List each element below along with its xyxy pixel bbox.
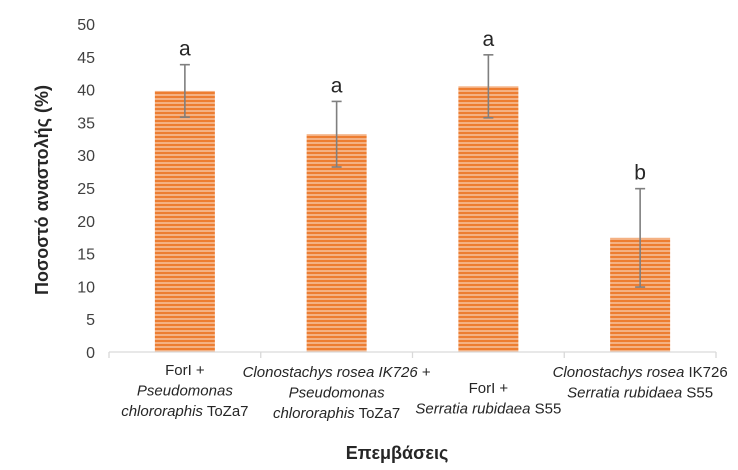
y-tick-label: 5	[86, 312, 95, 329]
y-axis-title: Ποσοστό αναστολής (%)	[32, 85, 52, 295]
bars	[154, 86, 671, 353]
category-label: ForI + Serratia rubidaea S55	[415, 380, 561, 418]
error-bars	[179, 54, 646, 288]
y-tick-label: 50	[77, 17, 95, 34]
significance-label: a	[179, 38, 191, 61]
x-axis-title: Επεμβάσεις	[346, 443, 449, 463]
y-tick-label: 15	[77, 247, 95, 264]
category-label: Clonostachys rosea IK726 + Pseudomonas chl…	[243, 364, 431, 422]
y-tick-label: 40	[77, 83, 95, 100]
y-tick-label: 25	[77, 181, 95, 198]
y-tick-label: 20	[77, 214, 95, 231]
bar	[458, 86, 519, 352]
category-label: Clonostachys rosea IK726 Serratia rubidae…	[553, 364, 728, 402]
category-label: ForI + Pseudomonas chlororaphis ToZa7	[121, 362, 248, 420]
bar	[154, 90, 215, 353]
y-tick-label: 0	[86, 345, 95, 362]
y-tick-label: 35	[77, 115, 95, 132]
significance-labels: a a a b	[179, 28, 646, 185]
y-axis: 0 5 10 15 20 25 30 35 40 45 50	[77, 17, 95, 362]
y-tick-label: 45	[77, 50, 95, 67]
y-tick-label: 30	[77, 148, 95, 165]
significance-label: a	[483, 28, 495, 51]
x-axis-labels: ForI + Pseudomonas chlororaphis ToZa7Clono…	[108, 352, 728, 422]
y-tick-label: 10	[77, 279, 95, 296]
significance-label: b	[634, 162, 646, 185]
significance-label: a	[331, 74, 343, 97]
bar	[306, 134, 367, 352]
